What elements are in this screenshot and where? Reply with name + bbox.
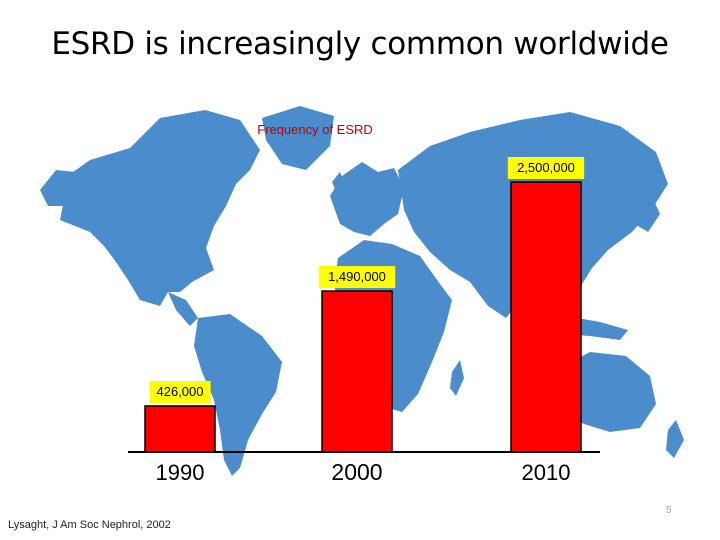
data-label-text: 426,000 — [157, 384, 204, 399]
data-label-box — [149, 380, 211, 403]
data-label-text: 2,500,000 — [517, 160, 575, 175]
x-tick-2010: 2010 — [522, 460, 571, 485]
map-south-america — [194, 314, 282, 476]
map-north-america — [55, 110, 260, 306]
x-tick-1990: 1990 — [156, 460, 205, 485]
bar-2010 — [510, 181, 582, 453]
map-japan — [638, 196, 660, 232]
bar-1990 — [144, 405, 216, 453]
data-label-text: 1,490,000 — [328, 269, 386, 284]
map-madagascar — [450, 360, 464, 396]
map-greenland — [262, 106, 334, 170]
data-label-2000: 1,490,000 — [318, 266, 396, 289]
map-europe — [330, 162, 404, 236]
data-label-2010: 2,500,000 — [507, 157, 585, 179]
chart-title: Frequency of ESRD — [257, 122, 373, 137]
map-new-zealand — [666, 420, 684, 458]
data-label-box — [318, 266, 396, 289]
map-alaska — [40, 170, 82, 206]
slide-number: 5 — [666, 505, 672, 516]
x-tick-2000: 2000 — [331, 459, 382, 485]
map-uk — [332, 172, 346, 196]
bar-2000 — [321, 290, 393, 453]
slide-title: ESRD is increasingly common worldwide — [51, 26, 669, 62]
data-label-1990: 426,000 — [149, 380, 211, 403]
map-central-america — [168, 292, 198, 326]
data-label-box — [507, 157, 585, 179]
citation: Lysaght, J Am Soc Nephrol, 2002 — [8, 519, 171, 531]
